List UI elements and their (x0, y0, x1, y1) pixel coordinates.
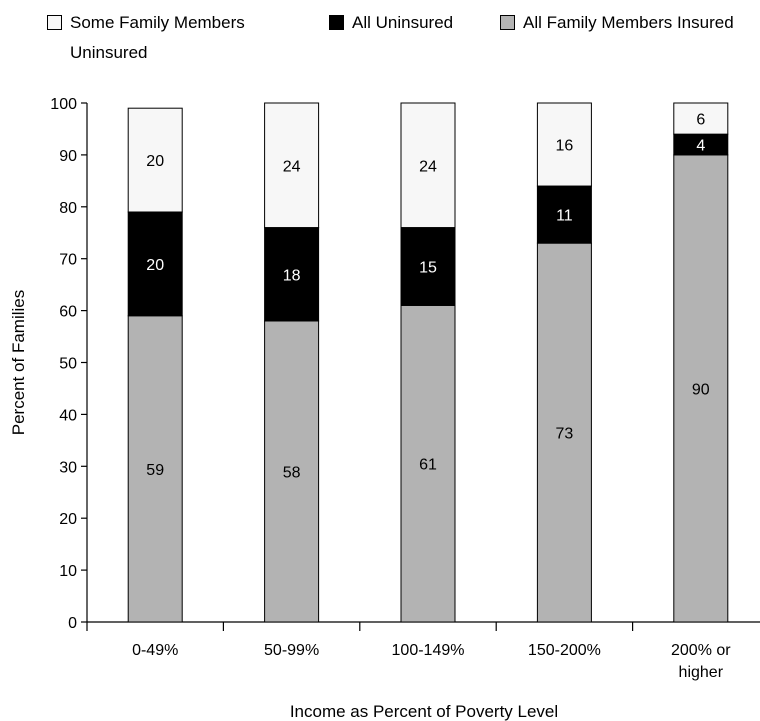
bar-some-family-members-uninsured-200-or-higher (673, 102, 729, 135)
data-label-all-uninsured-0-49: 20 (146, 257, 164, 274)
legend-swatch-all-uninsured (329, 15, 344, 30)
bar-all-family-members-insured-200-or-higher (673, 154, 729, 623)
y-tick-label-0: 0 (68, 615, 77, 632)
y-tick-label-40: 40 (59, 407, 77, 424)
y-axis-title: Percent of Families (9, 290, 28, 436)
bar-all-uninsured-100-149 (400, 227, 456, 306)
x-tick-label-150-200: 150-200% (528, 642, 601, 659)
data-label-all-family-members-insured-50-99: 58 (283, 464, 301, 481)
y-tick-label-100: 100 (50, 96, 77, 113)
data-label-all-family-members-insured-150-200: 73 (556, 426, 574, 443)
data-label-some-family-members-uninsured-0-49: 20 (146, 153, 164, 170)
bar-all-uninsured-0-49 (127, 211, 183, 317)
x-tick-label-50-99: 50-99% (264, 642, 319, 659)
x-tick-label-0-49: 0-49% (132, 642, 178, 659)
y-tick-label-10: 10 (59, 563, 77, 580)
data-label-all-uninsured-100-149: 15 (419, 259, 437, 276)
y-tick-label-70: 70 (59, 252, 77, 269)
data-label-all-uninsured-150-200: 11 (556, 208, 573, 225)
bar-all-family-members-insured-0-49 (127, 315, 183, 623)
bar-some-family-members-uninsured-50-99 (264, 102, 320, 229)
bar-all-family-members-insured-150-200 (536, 242, 592, 623)
data-label-some-family-members-uninsured-200-or-higher: 6 (696, 112, 705, 129)
legend-item-all-uninsured: All Uninsured (329, 8, 453, 38)
bar-all-family-members-insured-100-149 (400, 304, 456, 623)
data-label-some-family-members-uninsured-100-149: 24 (419, 158, 437, 175)
y-tick-label-30: 30 (59, 459, 77, 476)
x-tick-label-100-149: 100-149% (392, 642, 465, 659)
x-tick-label-200-or-higher: 200% or higher (671, 642, 731, 681)
data-label-all-family-members-insured-100-149: 61 (419, 457, 437, 474)
legend-item-some-uninsured: Some Family Members Uninsured (47, 8, 245, 68)
legend-item-all-insured: All Family Members Insured (500, 8, 734, 38)
bar-some-family-members-uninsured-0-49 (127, 107, 183, 213)
legend-label-all-insured: All Family Members Insured (523, 13, 734, 32)
bar-some-family-members-uninsured-150-200 (536, 102, 592, 187)
data-label-some-family-members-uninsured-50-99: 24 (283, 158, 301, 175)
x-axis-title: Income as Percent of Poverty Level (290, 702, 558, 721)
data-label-all-family-members-insured-200-or-higher: 90 (692, 381, 710, 398)
data-label-all-family-members-insured-0-49: 59 (146, 462, 164, 479)
bar-all-uninsured-50-99 (264, 227, 320, 322)
y-tick-label-50: 50 (59, 356, 77, 373)
legend-swatch-all-insured (500, 15, 515, 30)
bar-some-family-members-uninsured-100-149 (400, 102, 456, 229)
legend-label-all-uninsured: All Uninsured (352, 13, 454, 32)
legend-swatch-some-uninsured (47, 15, 62, 30)
data-label-all-uninsured-200-or-higher: 4 (696, 138, 705, 155)
data-label-some-family-members-uninsured-150-200: 16 (556, 138, 574, 155)
legend-label-some-uninsured: Some Family Members Uninsured (70, 13, 245, 62)
y-tick-label-60: 60 (59, 304, 77, 321)
bar-all-family-members-insured-50-99 (264, 320, 320, 623)
bar-all-uninsured-150-200 (536, 185, 592, 244)
y-tick-label-20: 20 (59, 511, 77, 528)
y-tick-label-90: 90 (59, 148, 77, 165)
data-label-all-uninsured-50-99: 18 (283, 267, 301, 284)
y-tick-label-80: 80 (59, 200, 77, 217)
